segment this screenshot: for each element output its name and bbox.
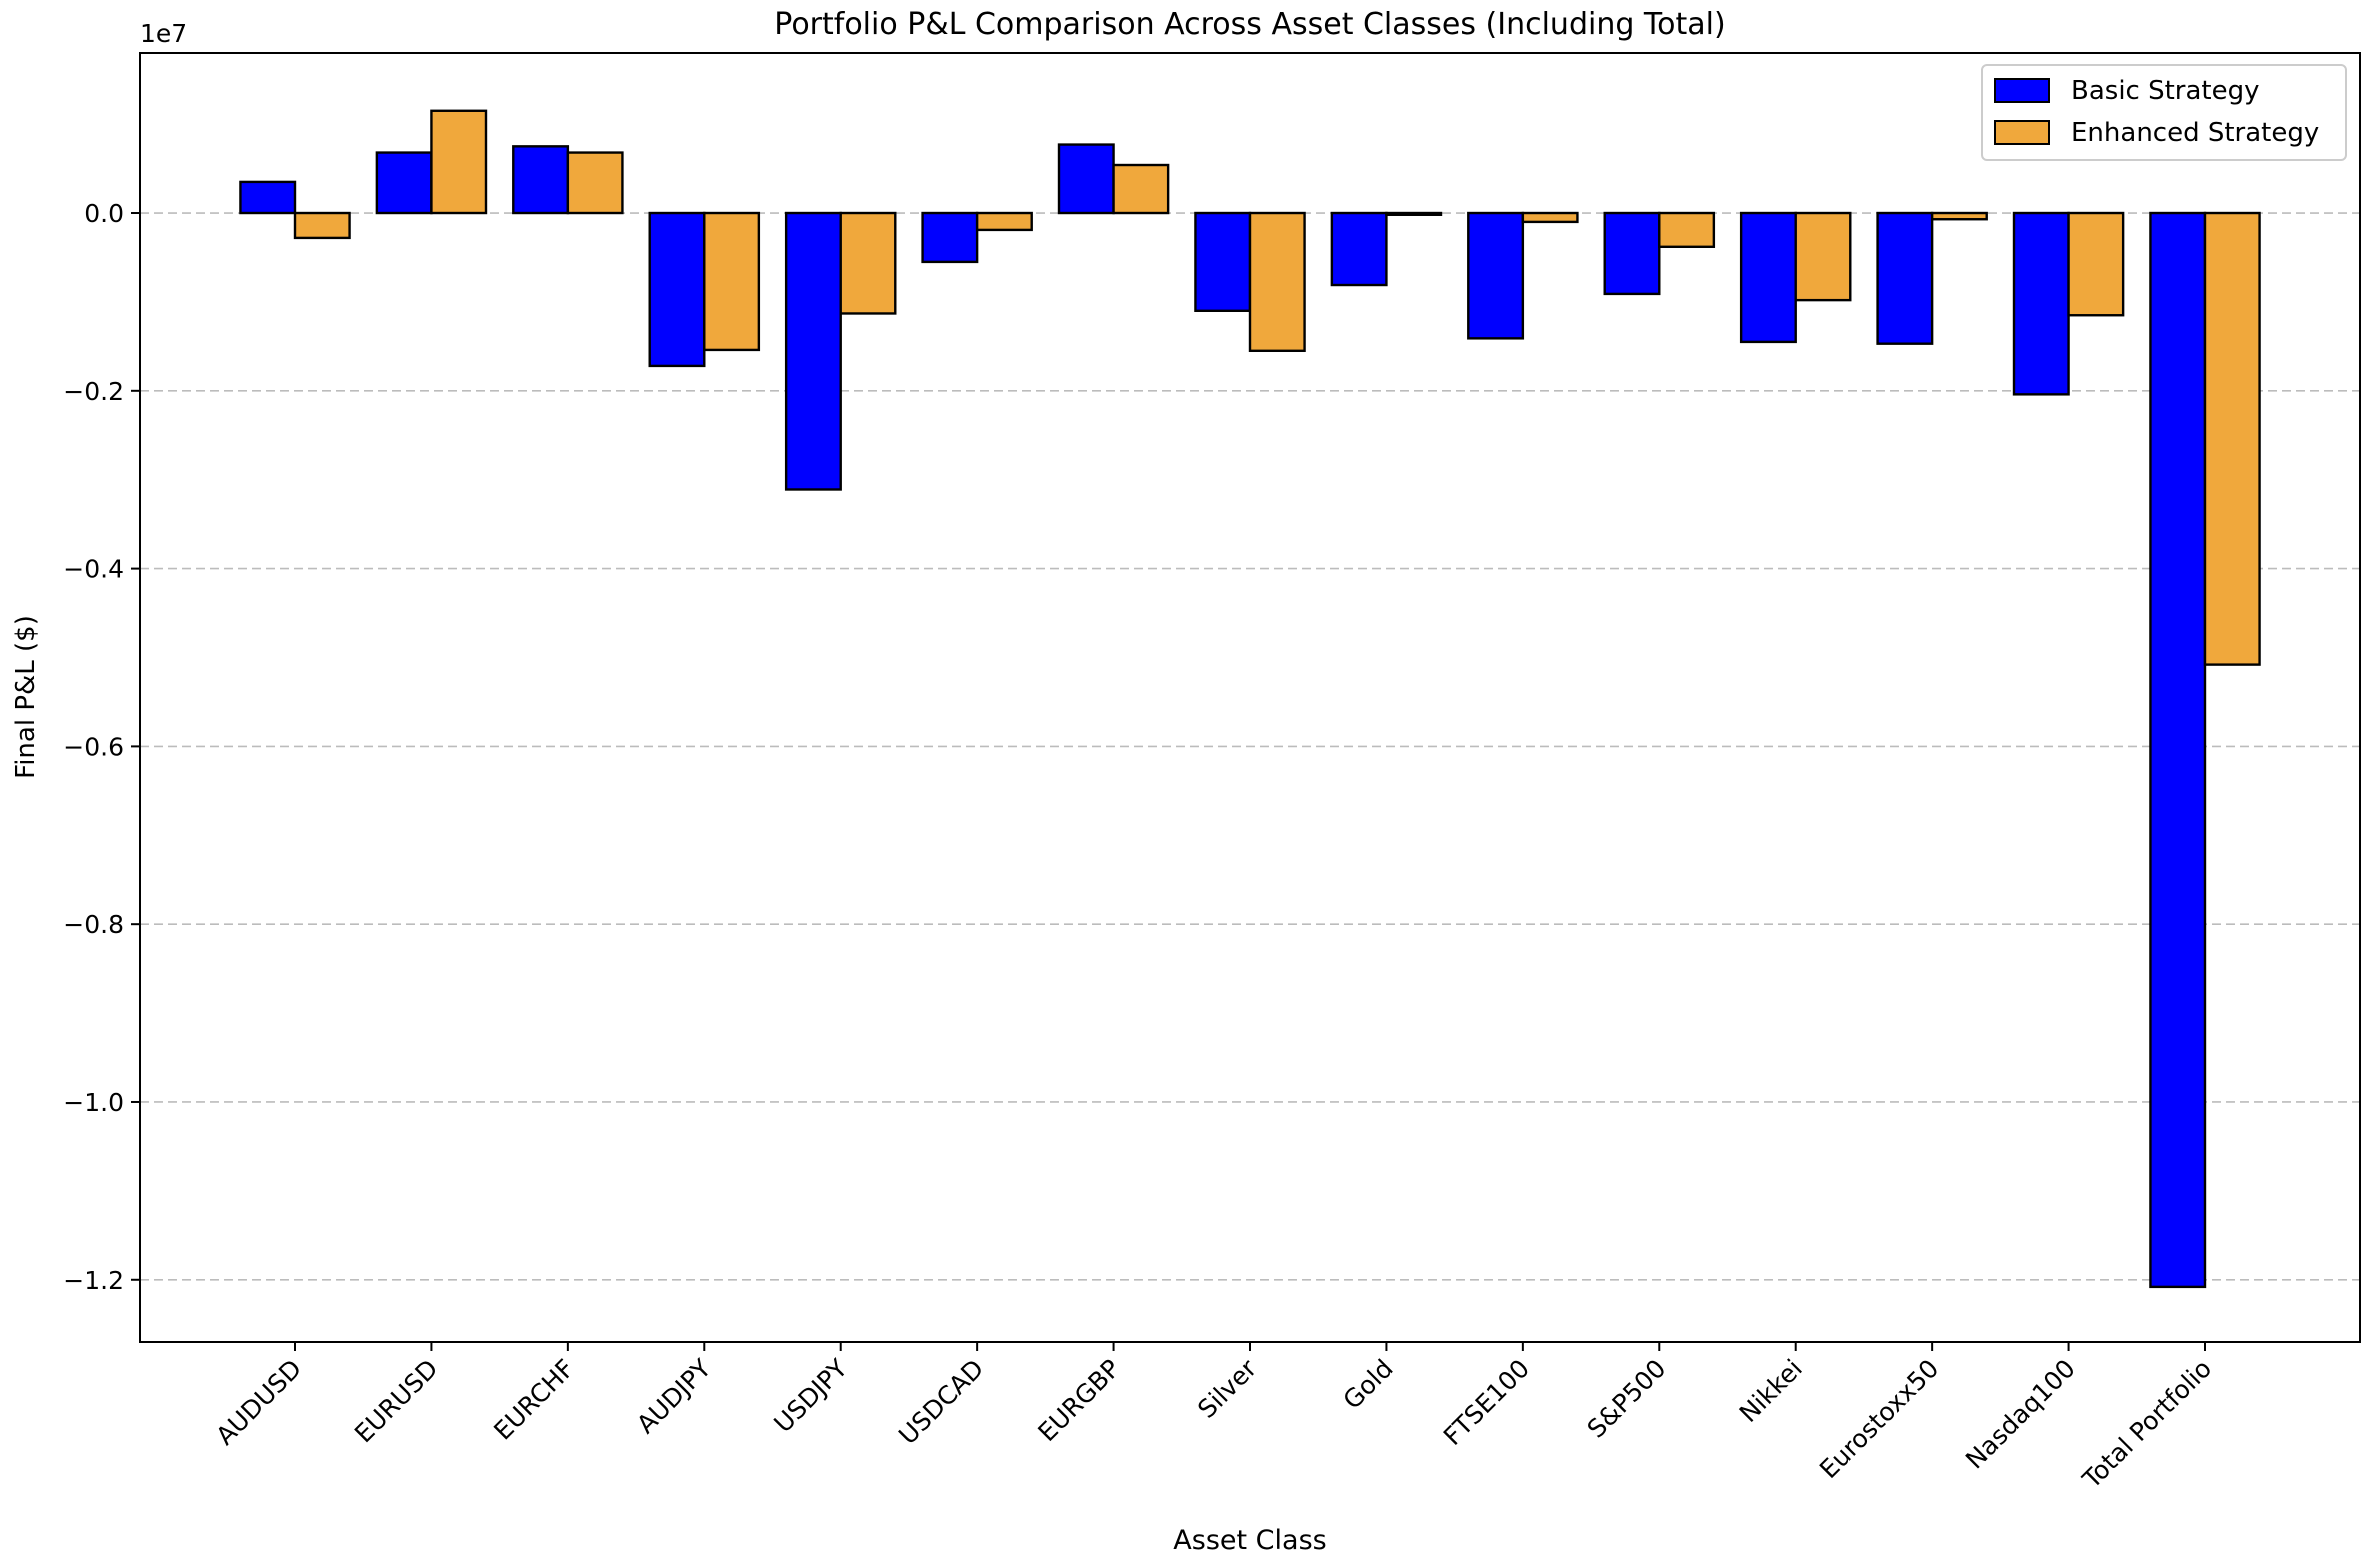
y-tick-label: −0.8 (63, 910, 124, 939)
x-axis-label: Asset Class (1173, 1525, 1326, 1556)
bar-basic (784, 211, 842, 491)
bar-enhanced (1248, 211, 1306, 353)
bar-enhanced (703, 211, 761, 352)
legend-swatch-enhanced (1994, 120, 2050, 145)
bar-basic (1876, 211, 1934, 345)
bar-enhanced (430, 109, 488, 215)
y-axis: 0.0 −0.2 −0.4 −0.6 −0.8 −1.0 −1.2 (63, 199, 140, 1295)
bar-enhanced (566, 151, 624, 215)
bar-enhanced (1385, 211, 1443, 216)
bar-enhanced (293, 211, 351, 240)
legend: Basic Strategy Enhanced Strategy (1981, 64, 2347, 161)
bar-basic (2149, 211, 2207, 1289)
y-tick-label: −0.2 (63, 377, 124, 406)
bar-basic (375, 151, 433, 215)
bar-basic (921, 211, 979, 264)
bar-basic (2012, 211, 2070, 396)
bar-enhanced (1112, 163, 1170, 215)
chart-title: Portfolio P&L Comparison Across Asset Cl… (774, 7, 1725, 42)
bar-basic (1330, 211, 1388, 287)
bar-basic (512, 145, 570, 215)
legend-box (1981, 64, 2347, 161)
grid-lines (140, 212, 2360, 1281)
bar-enhanced (975, 211, 1033, 232)
bar-enhanced (1930, 211, 1988, 221)
bar-enhanced (2067, 211, 2125, 317)
y-tick-label: −1.2 (63, 1266, 124, 1295)
legend-label-enhanced: Enhanced Strategy (2071, 118, 2319, 148)
y-axis-offset-text: 1e7 (140, 19, 187, 48)
bar-enhanced (1658, 211, 1716, 248)
bar-basic (1739, 211, 1797, 344)
bars (239, 109, 2261, 1289)
y-tick-label: 0.0 (84, 199, 124, 228)
bar-basic (1467, 211, 1525, 340)
bar-basic (648, 211, 706, 368)
y-tick-label: −0.4 (63, 555, 124, 584)
bar-basic (1194, 211, 1252, 313)
bar-basic (1603, 211, 1661, 296)
y-tick-label: −1.0 (63, 1088, 124, 1117)
bar-enhanced (1794, 211, 1852, 302)
y-tick-label: −0.6 (63, 732, 124, 761)
legend-swatch-basic (1994, 78, 2050, 103)
bar-enhanced (839, 211, 897, 315)
legend-label-basic: Basic Strategy (2071, 76, 2260, 106)
bar-enhanced (1521, 211, 1579, 224)
bar-basic (1057, 143, 1115, 215)
y-axis-label: Final P&L ($) (11, 615, 41, 779)
bar-enhanced (2203, 211, 2261, 666)
bar-basic (239, 180, 297, 215)
